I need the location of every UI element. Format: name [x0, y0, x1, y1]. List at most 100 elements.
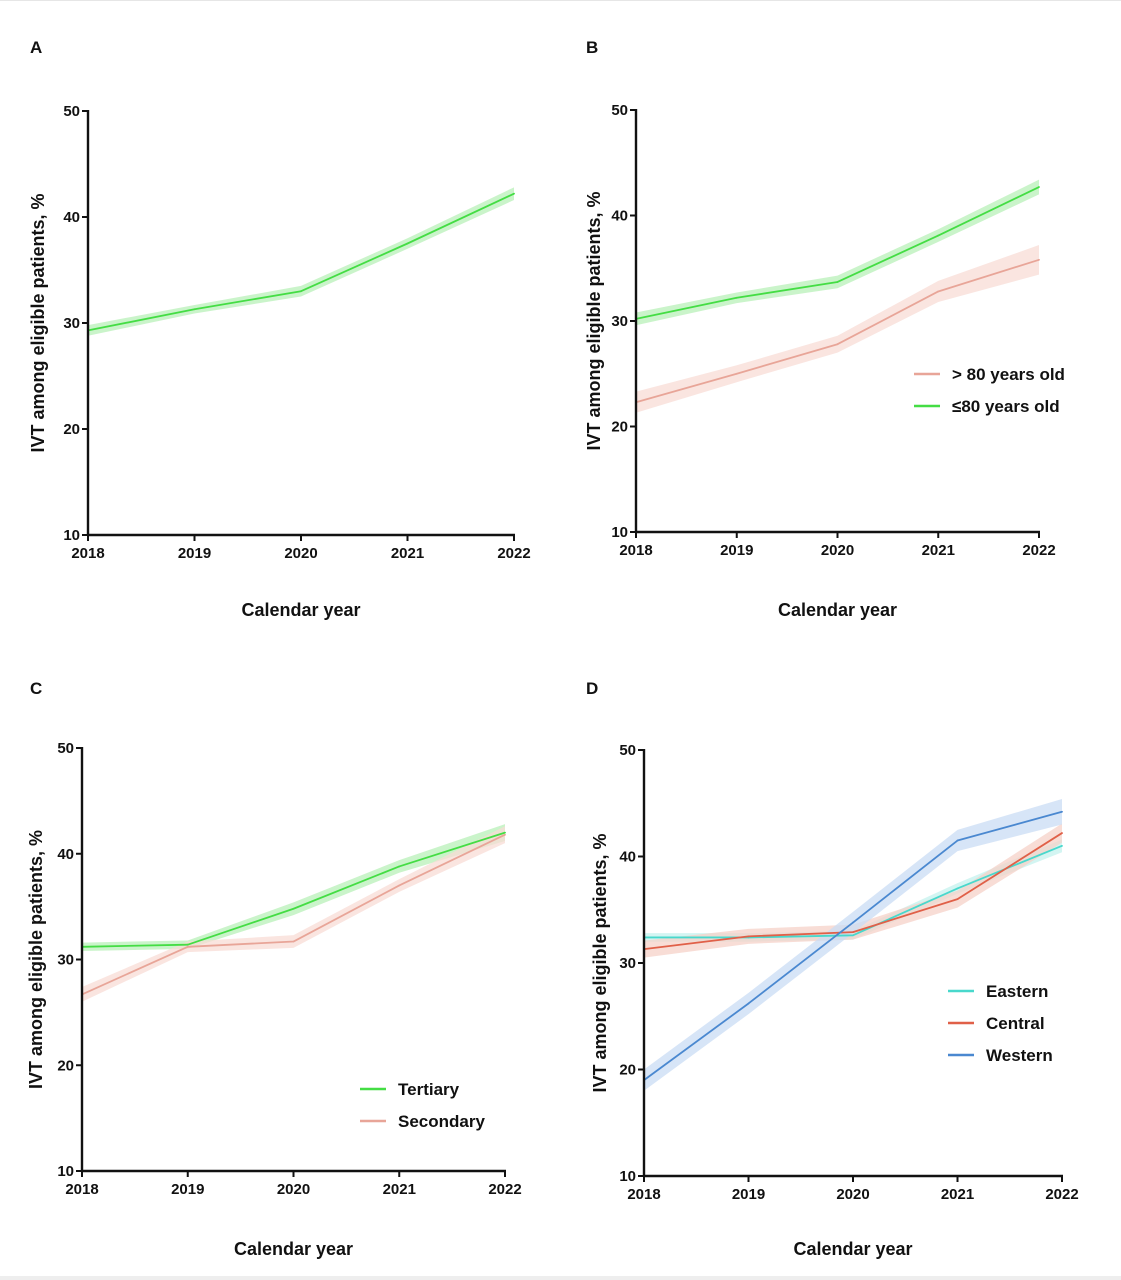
panel-letter: B: [586, 38, 598, 57]
x-tick-label: 2021: [922, 542, 955, 559]
y-tick-label: 40: [619, 849, 636, 866]
x-tick-label: 2021: [391, 545, 424, 562]
data-point: [186, 943, 189, 946]
confidence-band: [636, 179, 1039, 326]
chart-panel-b: B 10 20 30 40 50 2018 2019 2020 2021 2022 Calendar …: [584, 38, 1065, 620]
legend-label: Central: [986, 1014, 1045, 1033]
x-tick-label: 2020: [277, 1181, 310, 1198]
data-point: [398, 884, 401, 887]
x-tick-label: 2018: [619, 542, 652, 559]
x-tick-label: 2020: [821, 542, 854, 559]
y-tick-label: 10: [63, 527, 80, 544]
y-tick-label: 50: [57, 740, 74, 757]
confidence-band: [636, 245, 1039, 413]
data-point: [300, 290, 302, 293]
y-tick-label: 10: [57, 1163, 74, 1180]
y-axis-title: IVT among eligible patients, %: [28, 193, 48, 452]
x-axis-title: Calendar year: [778, 600, 897, 620]
y-axis-title: IVT among eligible patients, %: [26, 830, 46, 1089]
x-tick-label: 2019: [720, 542, 753, 559]
y-tick-label: 10: [611, 524, 628, 541]
x-tick-label: 2022: [488, 1181, 521, 1198]
legend-label: Tertiary: [398, 1080, 460, 1099]
x-tick-label: 2021: [941, 1186, 974, 1203]
y-tick-label: 40: [611, 208, 628, 225]
x-axis-title: Calendar year: [241, 600, 360, 620]
y-tick-label: 50: [619, 742, 636, 759]
data-point: [747, 1002, 750, 1005]
confidence-band: [88, 187, 514, 336]
data-point: [956, 898, 959, 900]
data-point: [852, 931, 854, 934]
data-point: [193, 308, 196, 311]
legend: > 80 years old ≤80 years old: [914, 365, 1065, 416]
chart-panel-c: C 10 20 30 40 50 2018 2019 2020 2021 2022 Calendar …: [26, 679, 522, 1259]
data-point: [504, 831, 506, 834]
x-tick-label: 2022: [1045, 1186, 1078, 1203]
x-tick-label: 2020: [836, 1186, 869, 1203]
data-point: [747, 935, 750, 938]
bottom-border: [0, 1276, 1121, 1280]
data-point: [406, 242, 409, 245]
data-point: [292, 907, 295, 910]
y-tick-label: 20: [63, 421, 80, 438]
data-point: [836, 281, 839, 283]
data-point: [1061, 832, 1063, 834]
data-point: [292, 940, 295, 943]
y-tick-label: 40: [57, 846, 74, 863]
y-tick-label: 30: [63, 315, 80, 332]
x-tick-label: 2022: [1022, 542, 1055, 559]
data-point: [836, 343, 839, 346]
x-axis-title: Calendar year: [234, 1239, 353, 1259]
chart-panel-a: A 10 20 30 40 50 2018 2019 2020 2021 2022 Calendar …: [28, 38, 531, 620]
series-line: [87, 192, 515, 332]
y-tick-label: 20: [619, 1062, 636, 1079]
legend-label: ≤80 years old: [952, 397, 1060, 416]
legend: Tertiary Secondary: [360, 1080, 485, 1131]
data-point: [735, 372, 738, 375]
x-tick-label: 2019: [178, 545, 211, 562]
data-point: [937, 290, 940, 293]
panel-letter: C: [30, 679, 42, 698]
x-tick-label: 2022: [497, 545, 530, 562]
x-tick-label: 2020: [284, 545, 317, 562]
data-point: [186, 945, 189, 948]
y-tick-label: 50: [63, 103, 80, 120]
y-tick-label: 20: [611, 419, 628, 436]
panel-letter: D: [586, 679, 598, 698]
legend-label: Eastern: [986, 982, 1048, 1001]
data-point: [735, 296, 738, 299]
data-point: [398, 865, 401, 868]
y-tick-label: 40: [63, 209, 80, 226]
y-tick-label: 30: [611, 313, 628, 330]
data-point: [937, 234, 940, 237]
data-point: [956, 887, 959, 890]
top-border: [0, 0, 1121, 1]
data-point: [1061, 844, 1063, 847]
data-point: [852, 921, 854, 924]
x-tick-label: 2021: [383, 1181, 416, 1198]
data-point: [956, 839, 959, 842]
x-axis-title: Calendar year: [793, 1239, 912, 1259]
y-axis-title: IVT among eligible patients, %: [590, 833, 610, 1092]
data-point: [1038, 186, 1040, 188]
x-tick-label: 2019: [171, 1181, 204, 1198]
y-tick-label: 30: [57, 952, 74, 969]
data-point: [1038, 258, 1040, 261]
data-point: [1061, 810, 1063, 813]
y-tick-label: 50: [611, 102, 628, 119]
chart-panel-d: D 10 20 30 40 50 2018 2019 2020 2021 2022 Calendar …: [586, 679, 1079, 1259]
y-tick-label: 20: [57, 1057, 74, 1074]
data-point: [513, 192, 515, 195]
confidence-band: [644, 798, 1062, 1091]
panel-letter: A: [30, 38, 42, 57]
data-point: [504, 833, 506, 836]
data-point: [852, 934, 854, 937]
x-tick-label: 2018: [71, 545, 104, 562]
x-tick-label: 2018: [627, 1186, 660, 1203]
x-tick-label: 2019: [732, 1186, 765, 1203]
legend-label: > 80 years old: [952, 365, 1065, 384]
y-tick-label: 10: [619, 1168, 636, 1185]
legend: Eastern Central Western: [948, 982, 1053, 1065]
